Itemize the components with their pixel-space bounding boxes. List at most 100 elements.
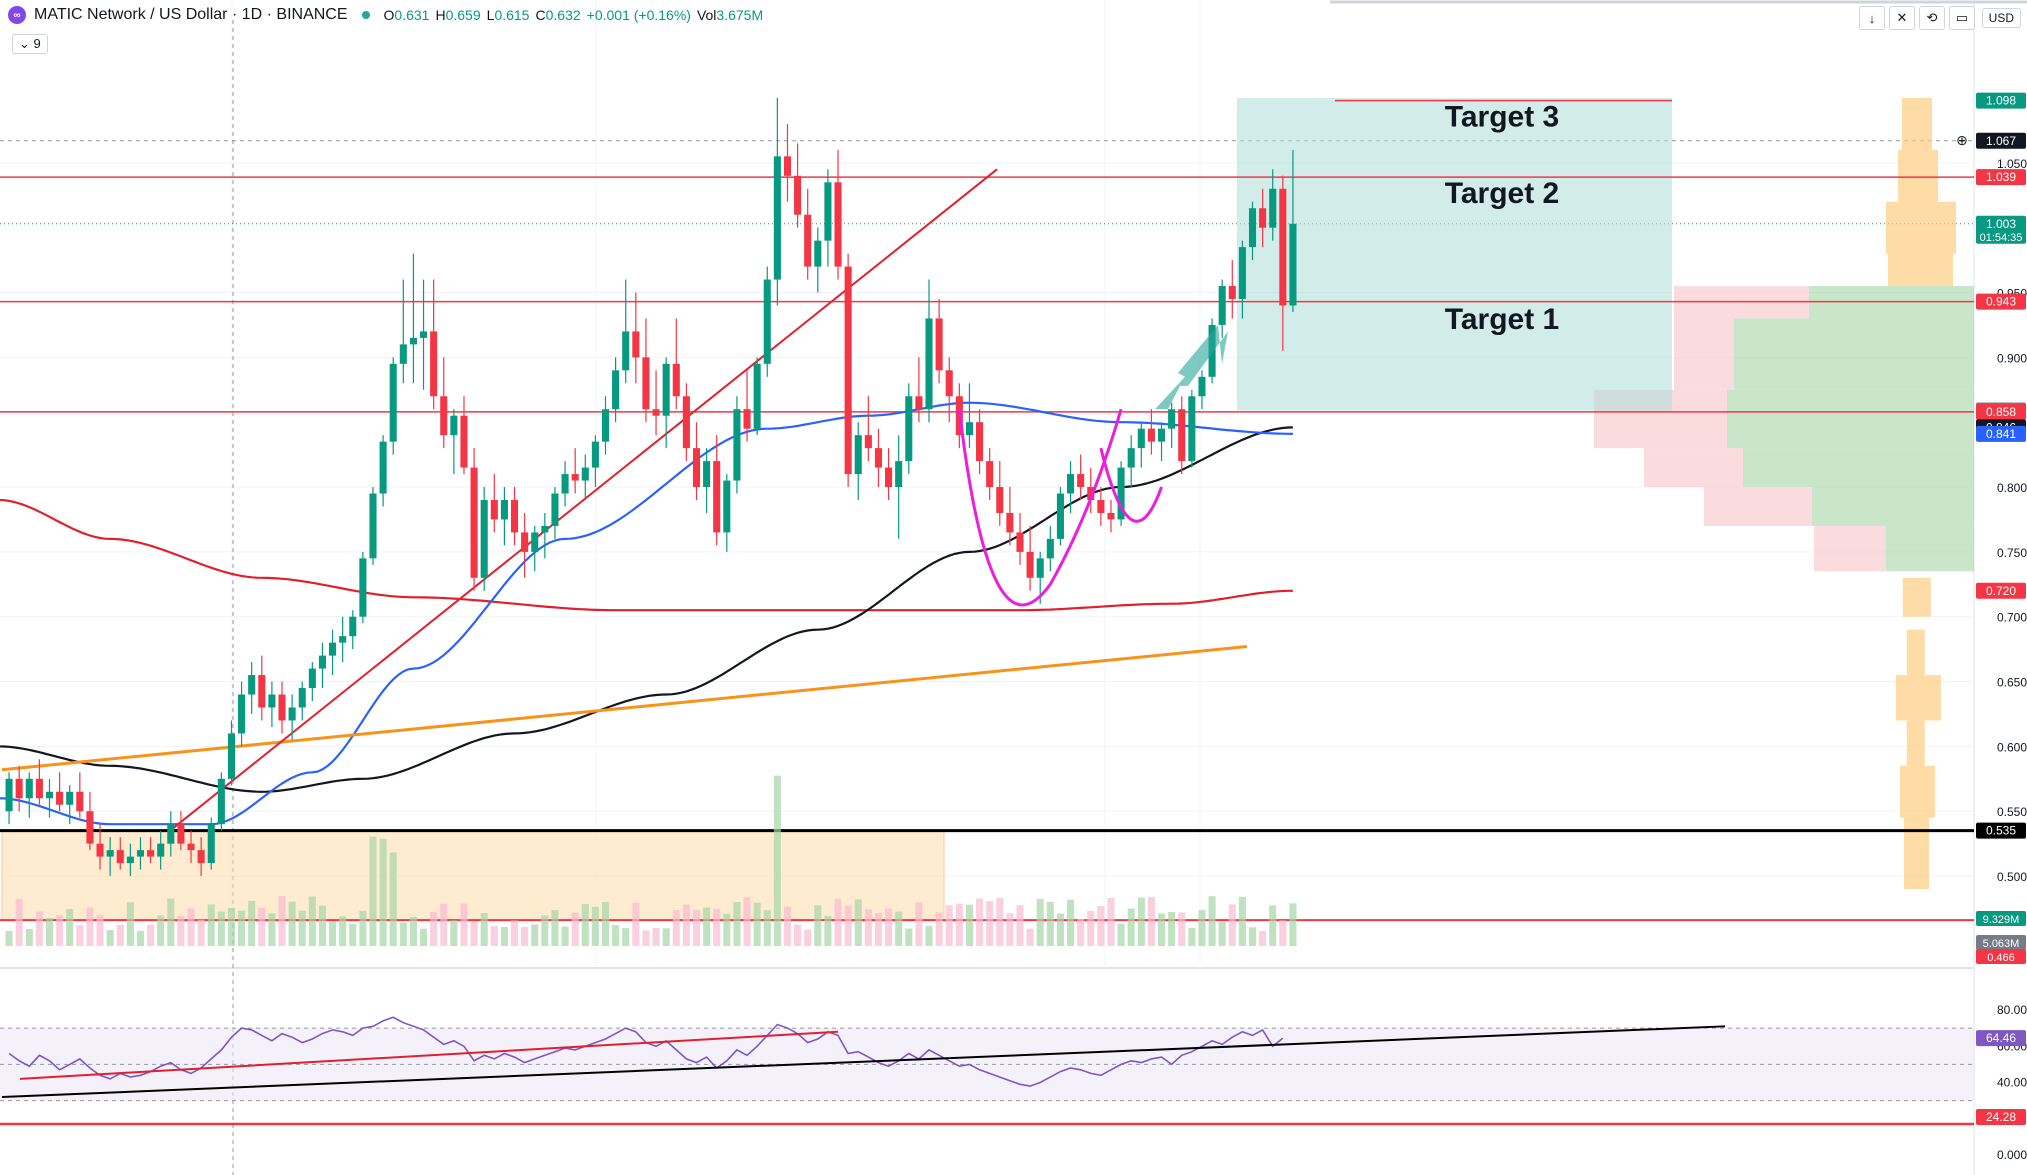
candle-body xyxy=(440,396,448,436)
candle-body xyxy=(601,409,610,442)
price-label-bg xyxy=(1976,293,2026,310)
accumulation-zone xyxy=(1,830,945,921)
candle-body xyxy=(531,532,539,552)
restore-icon[interactable]: ⟲ xyxy=(1919,6,1945,30)
volume-key: Vol xyxy=(696,7,717,23)
volume-bar xyxy=(106,930,114,946)
candle-body xyxy=(814,240,822,267)
handle-pattern xyxy=(1099,447,1163,523)
candle-body xyxy=(258,675,266,708)
price-label: 0.943 xyxy=(1986,295,2016,309)
candle-body xyxy=(420,331,428,338)
volume-bar xyxy=(227,907,235,946)
candle-body xyxy=(1117,467,1125,520)
volume-bar xyxy=(986,901,994,946)
currency-select[interactable]: USD xyxy=(1981,8,2021,28)
price-label-bg xyxy=(1976,169,2026,186)
ohlc-open-key: O xyxy=(383,7,395,23)
volume-bar xyxy=(1208,896,1216,946)
candle-body xyxy=(733,409,741,481)
candle-body xyxy=(349,616,357,637)
volume-bar xyxy=(591,906,599,946)
volume-bar xyxy=(1198,910,1206,946)
candle-body xyxy=(126,856,134,864)
candle-body xyxy=(227,733,235,779)
candle-body xyxy=(1198,376,1206,397)
volume-bar xyxy=(45,917,54,946)
candle-body xyxy=(672,363,680,397)
volume-bar xyxy=(369,836,377,946)
candle-body xyxy=(450,415,458,436)
candle-body xyxy=(1269,188,1277,228)
volume-bar xyxy=(1137,897,1145,946)
ohlc-close-key: C xyxy=(535,7,546,23)
candle-body xyxy=(1036,558,1044,578)
candle-body xyxy=(15,778,23,799)
maximize-icon[interactable]: ▭ xyxy=(1949,6,1975,30)
volume-bar xyxy=(500,926,508,946)
arrow-down-icon[interactable]: ↓ xyxy=(1859,6,1885,30)
volume-bar xyxy=(561,926,569,946)
candle-body xyxy=(1178,409,1186,462)
candle-body xyxy=(430,331,438,397)
volume-bar xyxy=(147,924,155,946)
candle-body xyxy=(460,415,468,468)
chart-title[interactable]: MATIC Network / US Dollar · 1D · BINANCE xyxy=(34,6,348,23)
volume-bar xyxy=(925,926,933,946)
candle-body xyxy=(571,474,579,481)
candle-body xyxy=(622,331,630,371)
candle-body xyxy=(298,688,306,708)
collapse-icon[interactable]: ✕ xyxy=(1889,6,1915,30)
vp-buy-bar xyxy=(1812,487,1974,526)
vp-sell-bar xyxy=(1704,487,1812,526)
volume-bar xyxy=(15,898,23,946)
volume-bar xyxy=(470,921,478,946)
candle-body xyxy=(35,778,43,799)
volume-bar xyxy=(905,928,913,946)
volume-bar xyxy=(1188,928,1196,946)
candle-body xyxy=(551,493,559,526)
ohlc-values: O0.631 H0.659 L0.615 C0.632 +0.001 (+0.1… xyxy=(384,7,764,23)
candle-body xyxy=(905,396,913,462)
candle-body xyxy=(278,694,286,721)
volume-bar xyxy=(510,920,519,946)
volume-bar xyxy=(440,903,448,946)
volume-bar xyxy=(217,911,225,946)
volume-bar xyxy=(76,925,84,946)
price-tick: 0.550 xyxy=(1997,805,2027,819)
candle-body xyxy=(369,493,377,559)
volume-bar xyxy=(703,907,711,946)
candle-body xyxy=(1248,208,1257,248)
candle-body xyxy=(885,467,893,488)
volume-bar xyxy=(541,915,549,946)
volume-bar xyxy=(197,919,205,946)
volume-bar xyxy=(864,909,872,946)
volume-bar xyxy=(1178,912,1186,946)
volume-bar xyxy=(601,902,610,946)
volume-bar xyxy=(1157,913,1166,946)
candle-body xyxy=(177,824,185,844)
candle-body xyxy=(187,843,195,851)
volume-bar xyxy=(167,898,175,946)
price-axis: 1.0500.9500.9000.8000.7500.7000.6500.600… xyxy=(1956,92,2027,964)
price-label: 0.858 xyxy=(1986,405,2016,419)
volume-bar xyxy=(116,924,124,946)
vp-upper-bar xyxy=(1904,817,1929,851)
price-tick: 0.900 xyxy=(1997,351,2027,365)
candle-body xyxy=(207,824,215,864)
candle-body xyxy=(824,182,832,241)
candle-body xyxy=(106,850,114,857)
candle-body xyxy=(854,435,862,475)
volume-label-bg xyxy=(1976,949,2026,964)
volume-bar xyxy=(490,926,498,946)
candle-body xyxy=(834,182,842,267)
volume-bar xyxy=(450,920,458,946)
volume-bar xyxy=(854,899,862,946)
volume-bar xyxy=(56,915,64,946)
volume-bar xyxy=(339,916,347,946)
indicator-collapse-chip[interactable]: ⌄ 9 xyxy=(12,34,48,54)
volume-bar xyxy=(187,908,195,946)
volume-bar xyxy=(1259,930,1267,946)
ohlc-close: 0.632 xyxy=(545,7,581,23)
